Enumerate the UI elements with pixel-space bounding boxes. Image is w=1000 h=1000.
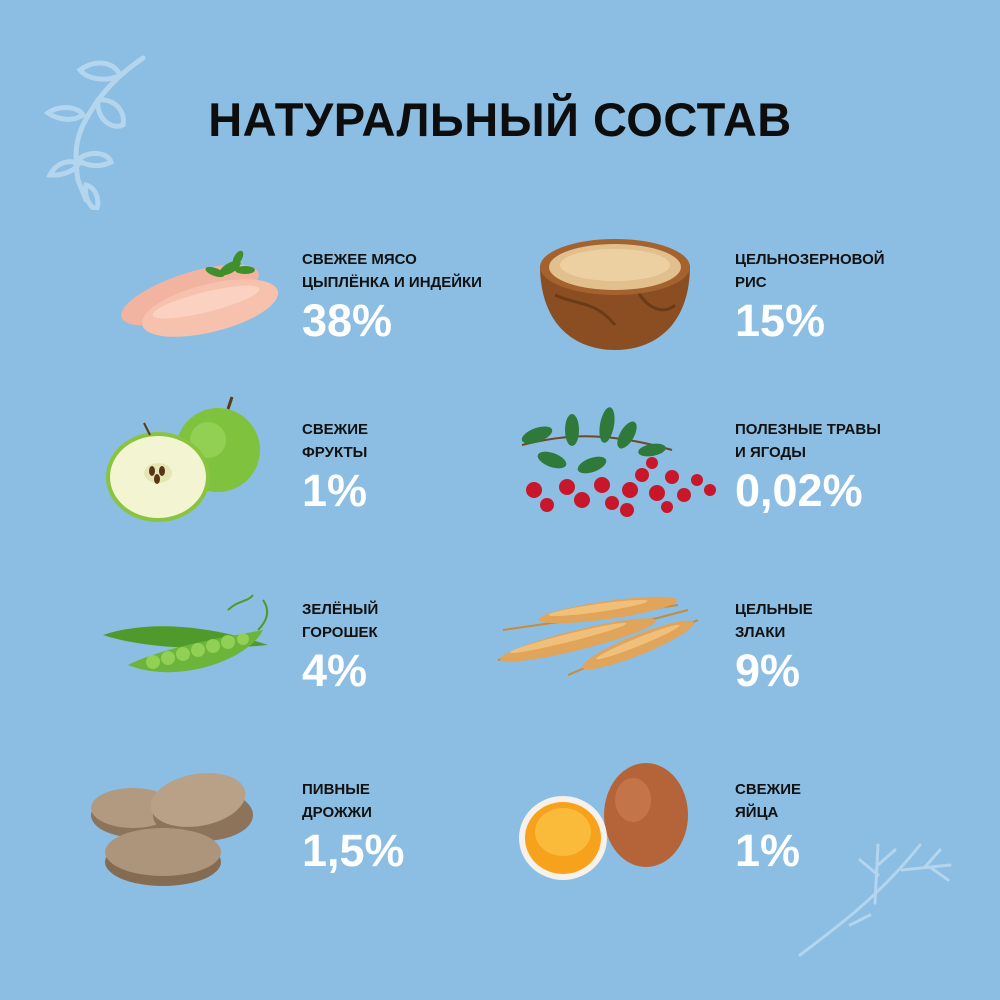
ingredient-peas: ЗЕЛЁНЫЙ ГОРОШЕК 4%: [302, 598, 378, 696]
cranberry-image: [521, 407, 716, 517]
wheat-image: [497, 596, 699, 676]
green-peas-image: [103, 594, 269, 673]
ingredient-label: СВЕЖИЕ ФРУКТЫ: [302, 421, 369, 461]
ingredient-percent: 1%: [302, 465, 368, 516]
ingredient-label: ЗЕЛЁНЫЙ ГОРОШЕК: [302, 601, 379, 641]
brewers-yeast-tablets-image: [91, 773, 253, 886]
twig-decoration-icon: [798, 843, 952, 957]
ingredient-percent: 0,02%: [735, 465, 863, 516]
ingredient-label: ПИВНЫЕ ДРОЖЖИ: [302, 781, 372, 821]
ingredient-percent: 1,5%: [302, 825, 405, 876]
ingredient-grains: ЦЕЛЬНЫЕ ЗЛАКИ 9%: [735, 598, 813, 696]
ingredient-label: СВЕЖИЕ ЯЙЦА: [735, 781, 802, 821]
green-apple-image: [106, 396, 260, 522]
leaf-branch-decoration-icon: [43, 55, 146, 210]
ingredient-percent: 4%: [302, 645, 368, 696]
rice-bowl-image: [540, 239, 690, 350]
ingredient-herbs-berries: ПОЛЕЗНЫЕ ТРАВЫ И ЯГОДЫ 0,02%: [735, 418, 881, 516]
ingredient-eggs: СВЕЖИЕ ЯЙЦА 1%: [735, 778, 801, 876]
ingredient-rice: ЦЕЛЬНОЗЕРНОВОЙ РИС 15%: [735, 248, 885, 346]
ingredient-percent: 15%: [735, 295, 826, 346]
ingredient-label: СВЕЖЕЕ МЯСО ЦЫПЛЁНКА И ИНДЕЙКИ: [302, 251, 482, 291]
ingredient-percent: 38%: [302, 295, 393, 346]
ingredient-percent: 9%: [735, 645, 801, 696]
ingredient-yeast: ПИВНЫЕ ДРОЖЖИ 1,5%: [302, 778, 405, 876]
ingredient-percent: 1%: [735, 825, 801, 876]
ingredient-label: ЦЕЛЬНЫЕ ЗЛАКИ: [735, 601, 813, 641]
ingredient-label: ЦЕЛЬНОЗЕРНОВОЙ РИС: [735, 251, 885, 291]
chicken-breast-image: [121, 250, 279, 337]
page-title: НАТУРАЛЬНЫЙ СОСТАВ: [208, 93, 792, 146]
ingredient-label: ПОЛЕЗНЫЕ ТРАВЫ И ЯГОДЫ: [735, 421, 881, 461]
eggs-image: [519, 763, 688, 880]
ingredient-chicken: СВЕЖЕЕ МЯСО ЦЫПЛЁНКА И ИНДЕЙКИ 38%: [302, 248, 482, 346]
ingredient-fruits: СВЕЖИЕ ФРУКТЫ 1%: [302, 418, 368, 516]
